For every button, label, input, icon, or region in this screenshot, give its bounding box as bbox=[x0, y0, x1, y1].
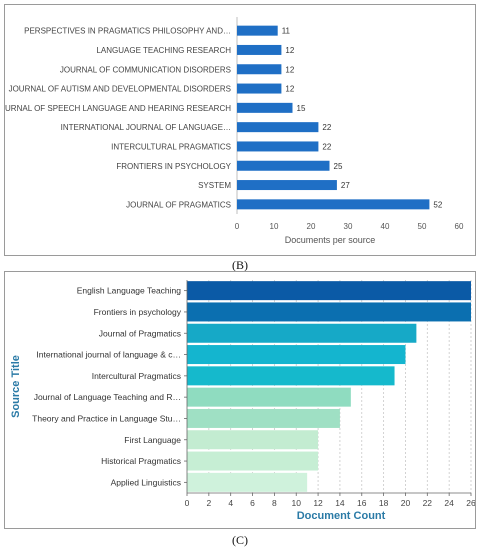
bar bbox=[187, 366, 395, 386]
x-tick-label: 0 bbox=[185, 498, 190, 508]
panel-label-c: (C) bbox=[232, 533, 248, 547]
category-label: JOURNAL OF PRAGMATICS bbox=[126, 200, 231, 209]
bar bbox=[187, 302, 471, 322]
category-label: English Language Teaching bbox=[77, 286, 182, 296]
x-axis-title: Documents per source bbox=[285, 235, 376, 245]
x-tick-label: 22 bbox=[423, 498, 433, 508]
bar bbox=[237, 180, 337, 191]
x-tick-label: 20 bbox=[401, 498, 411, 508]
chart-panel-c: English Language Teaching Frontiers in ps… bbox=[4, 271, 476, 529]
bar bbox=[237, 141, 319, 152]
bar bbox=[187, 345, 406, 365]
panel-label-b: (B) bbox=[232, 258, 248, 272]
bar bbox=[187, 472, 308, 492]
category-label: Historical Pragmatics bbox=[101, 456, 181, 466]
bar bbox=[237, 122, 319, 133]
x-tick-label: 40 bbox=[381, 222, 390, 231]
bar bbox=[237, 102, 293, 113]
x-tick-label: 20 bbox=[307, 222, 316, 231]
data-label: 25 bbox=[334, 162, 343, 171]
data-label: 15 bbox=[297, 104, 306, 113]
x-tick-label: 2 bbox=[206, 498, 211, 508]
x-tick-label: 60 bbox=[455, 222, 464, 231]
x-tick-label: 4 bbox=[228, 498, 233, 508]
category-label: Intercultural Pragmatics bbox=[92, 371, 181, 381]
data-label: 12 bbox=[285, 46, 294, 55]
bar bbox=[187, 281, 471, 301]
x-tick-label: 6 bbox=[250, 498, 255, 508]
bar bbox=[237, 44, 282, 55]
category-label: Frontiers in psychology bbox=[94, 307, 182, 317]
bar bbox=[237, 64, 282, 75]
x-tick-label: 30 bbox=[344, 222, 353, 231]
bar bbox=[237, 83, 282, 94]
category-label: INTERNATIONAL JOURNAL OF LANGUAGE… bbox=[61, 123, 231, 132]
x-tick-label: 16 bbox=[357, 498, 367, 508]
bar bbox=[187, 387, 351, 407]
x-tick-label: 18 bbox=[379, 498, 389, 508]
y-axis-title: Source Title bbox=[10, 355, 22, 418]
category-label: JOURNAL OF AUTISM AND DEVELOPMENTAL DISO… bbox=[9, 85, 231, 94]
x-axis-title: Document Count bbox=[297, 510, 386, 522]
category-label: LANGUAGE TEACHING RESEARCH bbox=[96, 46, 231, 55]
bar bbox=[187, 408, 340, 428]
bar bbox=[187, 323, 417, 343]
category-label: Theory and Practice in Language Stu… bbox=[32, 413, 181, 423]
chart-b-svg: PERSPECTIVES IN PRAGMATICS PHILOSOPHY AN… bbox=[0, 17, 464, 245]
bar bbox=[237, 199, 430, 210]
data-label: 27 bbox=[341, 181, 350, 190]
x-tick-label: 10 bbox=[270, 222, 279, 231]
bar bbox=[237, 25, 278, 36]
data-label: 12 bbox=[285, 65, 294, 74]
bar bbox=[237, 160, 330, 171]
category-label: JOURNAL OF SPEECH LANGUAGE AND HEARING R… bbox=[5, 104, 231, 113]
category-label: FRONTIERS IN PSYCHOLOGY bbox=[116, 162, 231, 171]
data-label: 22 bbox=[322, 142, 331, 151]
x-tick-label: 26 bbox=[466, 498, 475, 508]
x-tick-label: 8 bbox=[272, 498, 277, 508]
x-tick-label: 14 bbox=[335, 498, 345, 508]
category-label: Journal of Language Teaching and R… bbox=[34, 392, 181, 402]
data-label: 22 bbox=[322, 123, 331, 132]
chart-c-svg: English Language Teaching Frontiers in ps… bbox=[10, 280, 476, 522]
category-label: First Language bbox=[124, 435, 181, 445]
category-label: International journal of language & c… bbox=[36, 350, 181, 360]
category-label: SYSTEM bbox=[198, 181, 231, 190]
x-tick-label: 50 bbox=[418, 222, 427, 231]
bar bbox=[187, 451, 319, 471]
category-label: JOURNAL OF COMMUNICATION DISORDERS bbox=[60, 65, 231, 74]
category-label: Journal of Pragmatics bbox=[99, 328, 181, 338]
x-tick-label: 12 bbox=[313, 498, 323, 508]
category-label: INTERCULTURAL PRAGMATICS bbox=[111, 142, 231, 151]
x-tick-label: 24 bbox=[444, 498, 454, 508]
x-tick-label: 10 bbox=[291, 498, 301, 508]
category-label: PERSPECTIVES IN PRAGMATICS PHILOSOPHY AN… bbox=[24, 27, 231, 36]
data-label: 52 bbox=[433, 200, 442, 209]
data-label: 11 bbox=[282, 27, 291, 36]
category-label: Applied Linguistics bbox=[111, 477, 181, 487]
chart-panel-b: PERSPECTIVES IN PRAGMATICS PHILOSOPHY AN… bbox=[0, 4, 476, 256]
data-label: 12 bbox=[285, 85, 294, 94]
x-tick-label: 0 bbox=[235, 222, 240, 231]
bar bbox=[187, 430, 319, 450]
